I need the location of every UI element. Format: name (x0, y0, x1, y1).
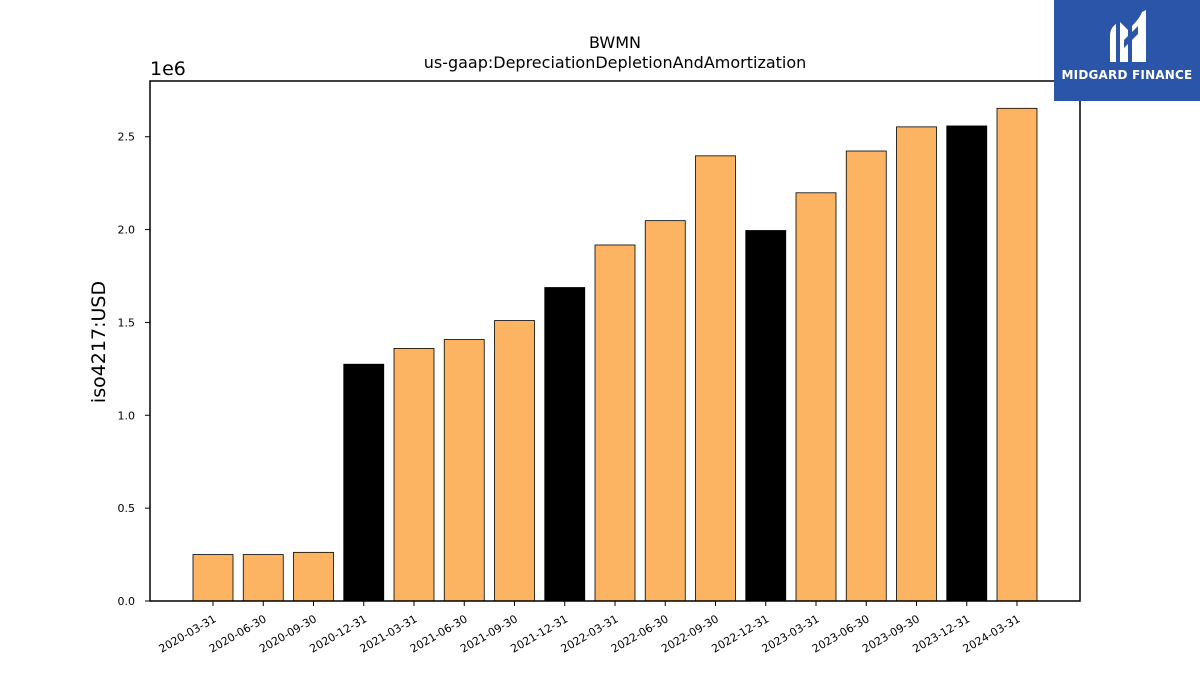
bars-group (192, 107, 1038, 602)
y-axis-ticks: 0.0 0.5 1.0 1.5 2.0 2.5 (118, 131, 150, 608)
brand-logo: MIDGARD FINANCE (1054, 0, 1200, 101)
y-axis-label: iso4217:USD (88, 281, 110, 403)
bar-2020-06-30 (242, 554, 284, 602)
x-axis-ticks: 2020-03-312020-06-302020-09-302020-12-31… (157, 601, 1023, 656)
bar-2022-03-31 (594, 244, 636, 602)
bar-2023-06-30 (845, 150, 887, 602)
bar-2021-09-30 (494, 320, 535, 602)
bar-2023-03-31 (795, 192, 837, 602)
plot-frame (149, 80, 1081, 602)
bar-2020-03-31 (192, 554, 234, 602)
bar-2021-06-30 (443, 339, 485, 602)
bar-2020-09-30 (293, 551, 334, 602)
bar-2024-03-31 (996, 107, 1038, 602)
y-tick-label: 2.0 (118, 224, 136, 237)
chart-title: BWMN (589, 33, 641, 52)
y-tick-label: 0.0 (118, 595, 136, 608)
midgard-m-logo-icon (1110, 10, 1146, 62)
bar-2021-03-31 (393, 348, 435, 602)
bar-2021-12-31 (544, 287, 586, 602)
bar-2022-12-31 (745, 230, 787, 602)
y-offset-label: 1e6 (150, 58, 186, 80)
x-tick-label: 2024-03-31 (961, 612, 1023, 655)
y-tick-label: 0.5 (118, 502, 136, 515)
bar-2023-12-31 (946, 125, 988, 602)
chart-subtitle: us-gaap:DepreciationDepletionAndAmortiza… (424, 53, 807, 72)
bar-2022-09-30 (695, 155, 736, 602)
y-tick-label: 2.5 (118, 131, 136, 144)
logo-text: MIDGARD FINANCE (1061, 68, 1193, 82)
bar-2022-06-30 (644, 220, 686, 602)
bar-2023-09-30 (896, 126, 937, 602)
y-tick-label: 1.5 (118, 316, 136, 329)
bar-2020-12-31 (343, 363, 385, 602)
y-tick-label: 1.0 (118, 409, 136, 422)
